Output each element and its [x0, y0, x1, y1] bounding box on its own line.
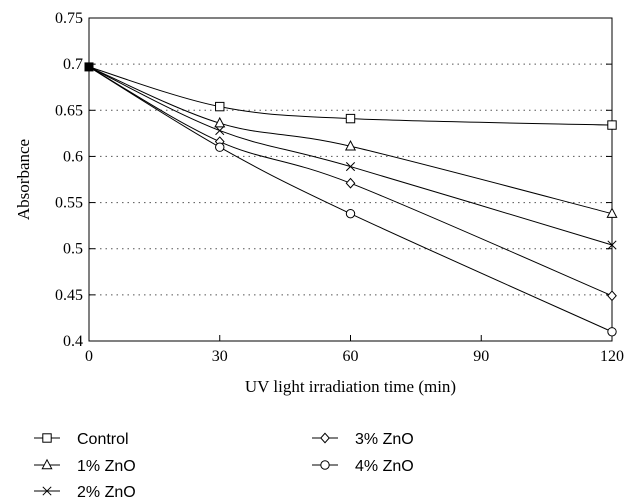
x-marker-stroke — [42, 486, 52, 496]
x-marker-stroke — [345, 162, 356, 172]
legend-marker-square — [42, 433, 52, 443]
legend-label: 1% ZnO — [77, 458, 136, 475]
y-axis-title: Absorbance — [14, 139, 33, 220]
legend-item-4-zno: 4% ZnO — [312, 458, 414, 475]
data-point-4-zno — [215, 142, 225, 152]
x-marker-stroke — [215, 126, 225, 136]
legend-label: 3% ZnO — [355, 431, 414, 448]
series-lines — [84, 62, 618, 337]
series-line-1-zno — [88, 66, 613, 215]
series-line-control — [88, 66, 613, 126]
origin-data-point — [84, 62, 94, 72]
data-point-2-zno — [345, 162, 356, 172]
legend-item-control: Control — [34, 431, 129, 448]
data-point-1-zno — [606, 207, 618, 218]
series-control — [88, 66, 617, 130]
y-tick-label: 0.6 — [63, 148, 83, 165]
legend: Control 1% ZnO 2% ZnO 3% ZnO 4% ZnO — [34, 431, 414, 501]
series-2-zno — [88, 66, 617, 250]
data-point-3-zno — [345, 177, 356, 189]
data-point-control — [607, 120, 617, 130]
data-point-2-zno — [215, 126, 225, 136]
legend-label: 2% ZnO — [77, 484, 136, 501]
x-tick-label: 90 — [473, 348, 489, 365]
gridlines — [89, 63, 612, 296]
x-tick-label: 60 — [343, 348, 359, 365]
y-tick-label: 0.65 — [55, 102, 83, 119]
legend-item-3-zno: 3% ZnO — [312, 431, 414, 448]
y-tick-label: 0.5 — [63, 241, 83, 258]
legend-marker-diamond — [320, 432, 330, 444]
series-3-zno — [88, 66, 617, 302]
legend-marker-circle — [320, 460, 330, 470]
legend-marker-x — [42, 486, 52, 496]
y-tick-label: 0.55 — [55, 195, 83, 212]
y-tick-label: 0.4 — [63, 333, 83, 350]
axis-ticks: 0.4 0.45 0.5 0.55 0.6 0.65 0.7 0.75 0 30 60 90 120 — [55, 10, 624, 365]
data-point-4-zno — [607, 327, 617, 337]
y-tick-label: 0.75 — [55, 10, 83, 27]
legend-item-2-zno: 2% ZnO — [34, 484, 136, 501]
data-point-2-zno — [607, 240, 617, 250]
data-point-1-zno — [344, 140, 357, 151]
y-tick-label: 0.7 — [63, 56, 83, 73]
data-point-3-zno — [607, 290, 617, 302]
series-1-zno — [88, 66, 618, 218]
legend-label: 4% ZnO — [355, 458, 414, 475]
series-line-3-zno — [88, 66, 613, 297]
x-axis-title: UV light irradiation time (min) — [245, 377, 456, 396]
legend-marker-triangle — [41, 458, 53, 470]
data-point-control — [345, 113, 356, 124]
legend-item-1-zno: 1% ZnO — [34, 458, 136, 475]
x-tick-label: 30 — [212, 348, 228, 365]
data-point-1-zno — [214, 116, 226, 128]
y-tick-label: 0.45 — [55, 287, 83, 304]
data-point-control — [215, 101, 225, 112]
series-4-zno — [88, 66, 617, 337]
x-marker-stroke — [607, 240, 617, 250]
data-point-4-zno — [345, 208, 356, 219]
x-tick-label: 0 — [85, 348, 93, 365]
series-line-2-zno — [88, 66, 613, 246]
series-line-4-zno — [88, 66, 613, 333]
legend-label: Control — [77, 431, 129, 448]
x-tick-label: 120 — [600, 348, 624, 365]
